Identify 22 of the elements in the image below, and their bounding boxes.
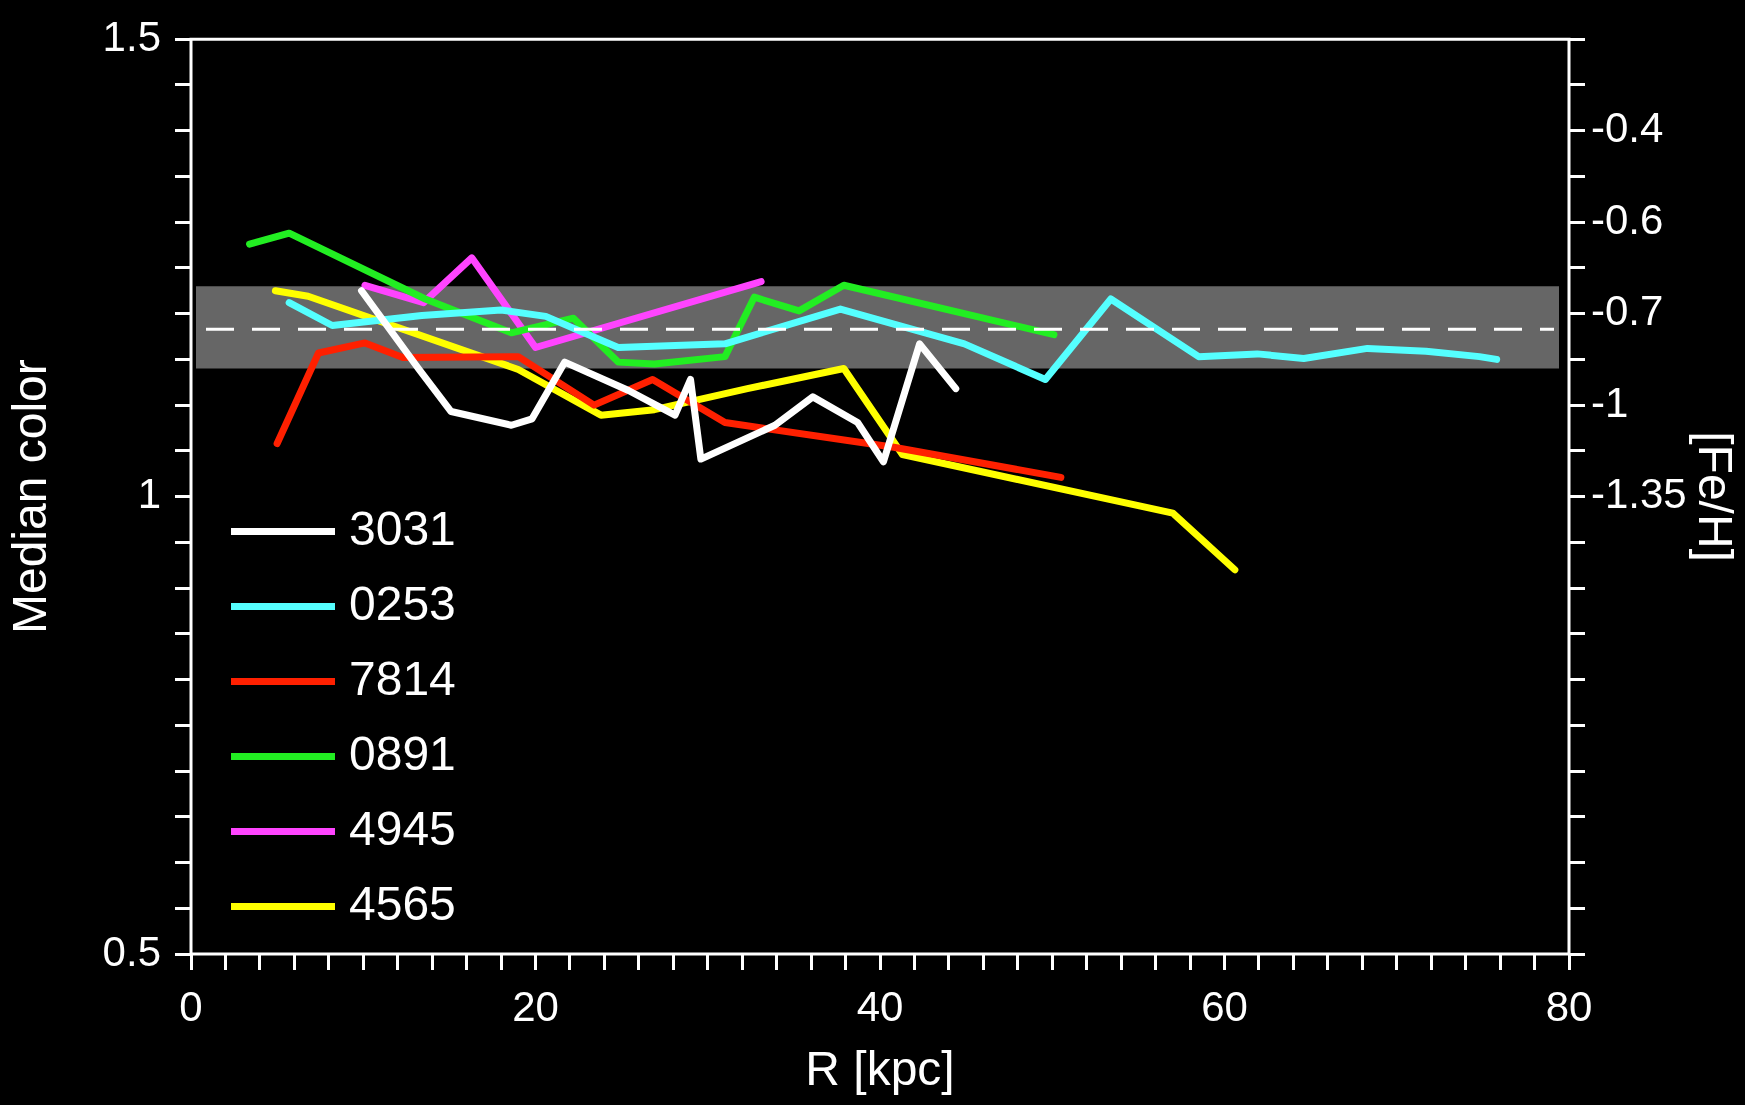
legend-label: 0253: [349, 576, 456, 630]
category-label: -1.35: [1591, 470, 1687, 518]
x-tick-label: 60: [1201, 982, 1248, 1030]
x-tick-label: 80: [1545, 982, 1593, 1030]
category-label: -0.6: [1591, 195, 1664, 243]
legend-label: 3031: [349, 501, 456, 555]
y-tick-label: 1.5: [102, 12, 161, 60]
y-tick-label: 0.5: [102, 927, 161, 975]
category-label: -0.4: [1591, 104, 1664, 152]
y-tick-label: 1: [137, 470, 161, 518]
x-axis-title: R [kpc]: [805, 1042, 955, 1096]
legend-label: 4945: [349, 801, 456, 855]
y2-axis-title: [Fe/H]: [1688, 431, 1742, 562]
x-tick-label: 40: [856, 982, 904, 1030]
legend-label: 7814: [349, 651, 456, 705]
legend-label: 0891: [349, 726, 456, 780]
x-tick-label: 20: [512, 982, 559, 1030]
legend-label: 4565: [349, 876, 456, 930]
category-label: -1: [1591, 378, 1629, 426]
y-axis-title: Median color: [3, 359, 57, 635]
category-label: -0.7: [1591, 287, 1664, 335]
x-tick-label: 0: [179, 982, 203, 1030]
